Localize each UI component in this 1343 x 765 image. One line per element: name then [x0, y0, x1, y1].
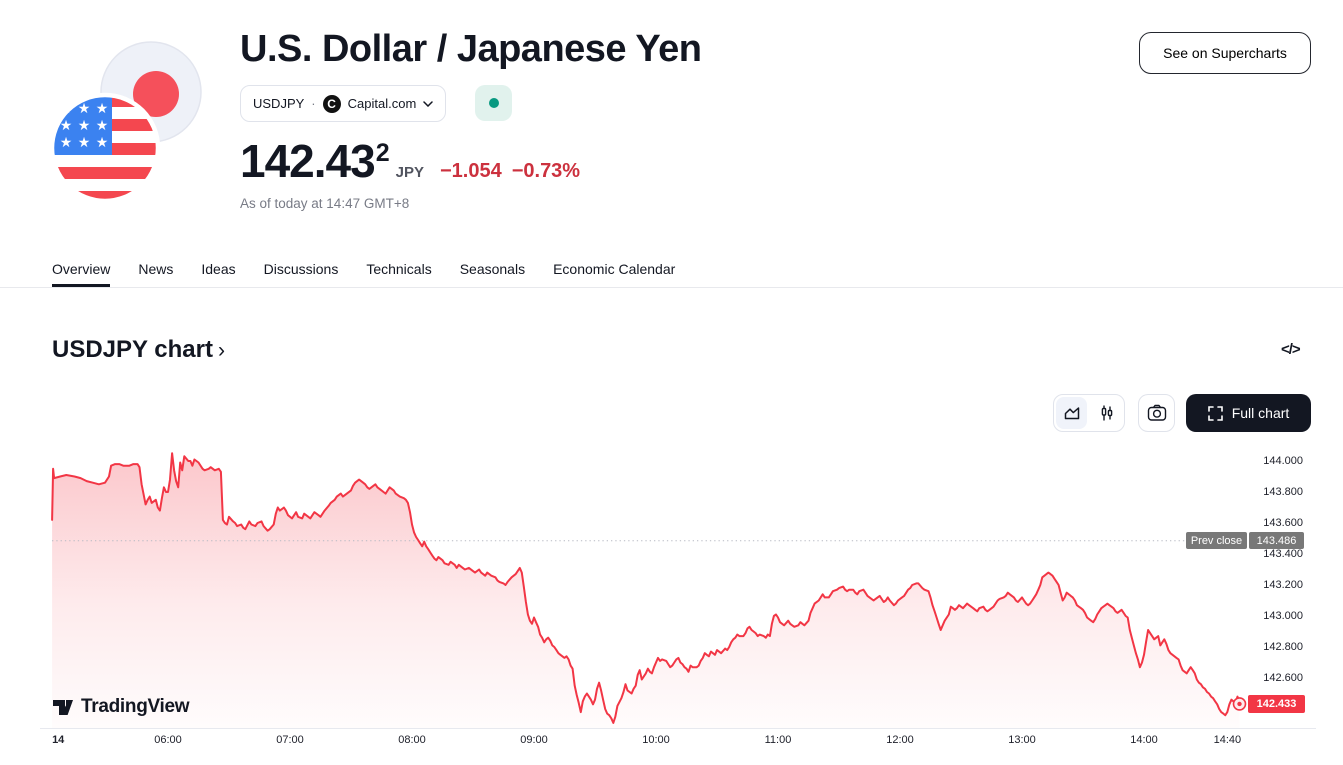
svg-text:★: ★ [96, 135, 109, 151]
tradingview-logo-text: TradingView [81, 696, 190, 717]
tab-ideas[interactable]: Ideas [201, 260, 236, 277]
separator-dot: · [311, 96, 316, 111]
tab-seasonals[interactable]: Seasonals [459, 260, 526, 277]
area-chart-icon [1064, 407, 1079, 420]
us-flag-icon: ★ ★ ★ ★ ★ ★ ★ ★ ★ [52, 92, 161, 202]
svg-text:★: ★ [60, 135, 73, 151]
candlestick-chart-icon [1101, 405, 1112, 421]
camera-icon [1147, 404, 1166, 421]
snapshot-camera-button[interactable] [1138, 394, 1175, 432]
see-on-supercharts-button[interactable]: See on Supercharts [1139, 32, 1311, 74]
chart-section-heading: USDJPY chart [52, 336, 213, 363]
prev-close-value-badge: 143.486 [1249, 532, 1304, 550]
symbol-label: USDJPY [253, 96, 305, 111]
last-price-marker [1232, 697, 1247, 711]
embed-code-icon[interactable]: </> [1281, 341, 1301, 358]
symbol-source-chip[interactable]: USDJPY · C Capital.com [240, 85, 447, 122]
tab-news[interactable]: News [138, 260, 174, 277]
price-change-percent: −0.73% [511, 160, 581, 182]
price-row: 142.43 2 JPY −1.054 −0.73% [240, 133, 580, 189]
currency-label: JPY [395, 164, 424, 181]
tradingview-mark-icon [53, 699, 73, 715]
tab-economic-calendar[interactable]: Economic Calendar [553, 260, 676, 277]
chart-style-segmented-control [1053, 394, 1125, 432]
chart-section-heading-link[interactable]: USDJPY chart › [52, 336, 225, 364]
svg-text:★: ★ [96, 101, 109, 117]
tab-discussions[interactable]: Discussions [263, 260, 339, 277]
full-chart-label: Full chart [1231, 405, 1290, 421]
area-chart-style-button[interactable] [1056, 397, 1087, 429]
last-price-badge: 142.433 [1248, 694, 1305, 713]
price-line [51, 452, 1241, 724]
last-price: 142.43 [240, 135, 376, 187]
prev-close-label-badge: Prev close [1186, 532, 1247, 550]
market-open-dot-icon [488, 98, 499, 108]
chevron-right-icon: › [217, 339, 225, 362]
price-area-chart-plot[interactable] [0, 445, 1343, 745]
svg-text:★: ★ [60, 118, 73, 134]
fullscreen-icon [1207, 405, 1223, 421]
svg-text:★: ★ [78, 135, 91, 151]
svg-text:★: ★ [78, 118, 91, 134]
tab-overview[interactable]: Overview [52, 250, 111, 287]
exchange-label: Capital.com [347, 96, 417, 111]
candlestick-style-button[interactable] [1091, 397, 1122, 429]
page-title: U.S. Dollar / Japanese Yen [240, 28, 702, 70]
usdjpy-flag-pair-icon: ★ ★ ★ ★ ★ ★ ★ ★ ★ [52, 41, 202, 202]
as-of-timestamp: As of today at 14:47 GMT+8 [240, 196, 410, 211]
area-fill [52, 453, 1240, 728]
capitalcom-logo-icon: C [322, 94, 341, 113]
tab-technicals[interactable]: Technicals [366, 260, 432, 277]
last-price-fraction: 2 [375, 139, 390, 167]
svg-text:★: ★ [78, 101, 91, 117]
market-open-status-badge [475, 85, 512, 121]
full-chart-button[interactable]: Full chart [1186, 394, 1311, 432]
symbol-page-tabs: Overview News Ideas Discussions Technicals Se… [0, 250, 1343, 288]
tradingview-logo[interactable]: TradingView [52, 696, 190, 718]
price-change: −1.054 [439, 160, 502, 182]
chevron-down-icon [423, 100, 434, 107]
svg-text:★: ★ [96, 118, 109, 134]
